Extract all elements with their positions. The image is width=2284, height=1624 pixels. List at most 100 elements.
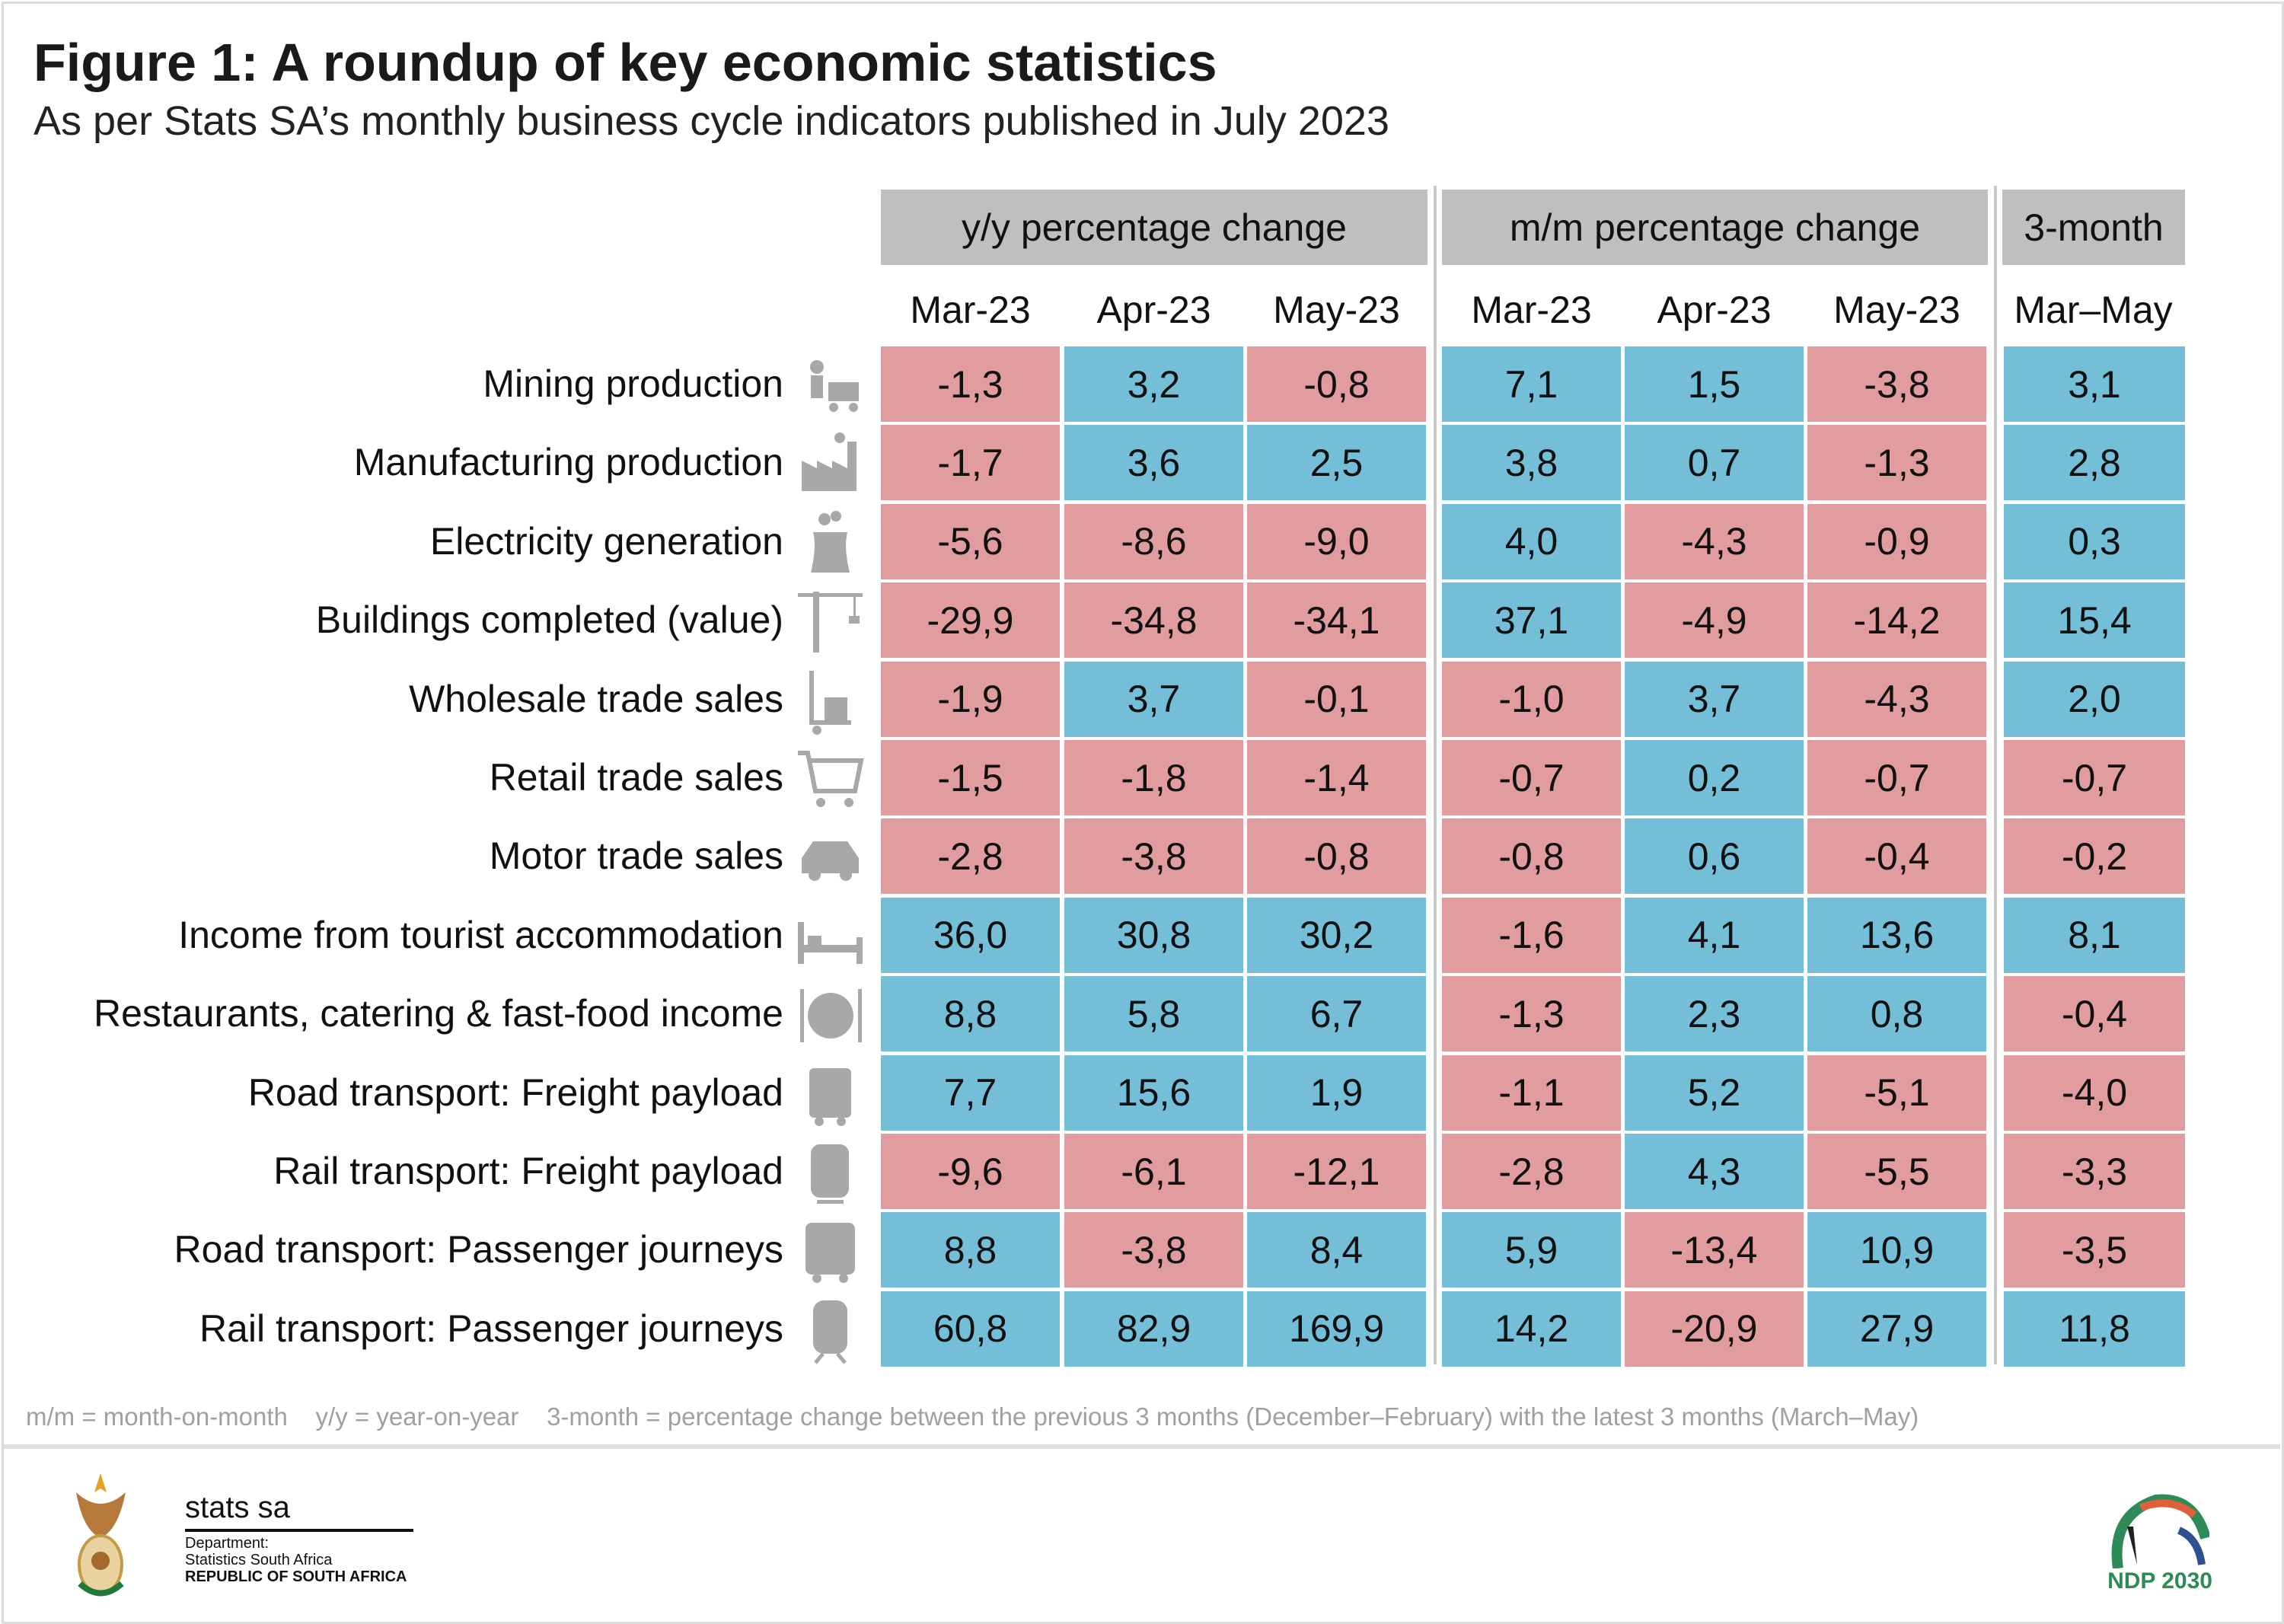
plate-cutlery-icon	[800, 989, 862, 1043]
value-cell: -4,0	[2004, 1054, 2185, 1131]
figure-subtitle: As per Stats SA’s monthly business cycle…	[33, 98, 1389, 144]
value-cell: 11,8	[2004, 1291, 2185, 1367]
value-cell: -0,8	[1442, 818, 1621, 895]
column-header-4: Apr-23	[1657, 289, 1772, 331]
row-label: Road transport: Passenger journeys	[174, 1228, 783, 1271]
value-cell: -1,9	[881, 661, 1060, 737]
dept-line: Statistics South Africa	[185, 1552, 333, 1568]
value-cell: -5,6	[881, 503, 1060, 579]
value-cell: -0,4	[1807, 818, 1986, 895]
value-cell: -0,7	[1442, 740, 1621, 815]
row-label: Electricity generation	[429, 519, 783, 563]
value-cell: -0,7	[1807, 740, 1986, 815]
value-cell: -1,3	[1807, 425, 1986, 501]
value-cell: -20,9	[1625, 1291, 1804, 1367]
value-cell: -14,2	[1807, 582, 1986, 659]
value-cell: 4,3	[1625, 1134, 1804, 1209]
figure-title: Figure 1: A roundup of key economic stat…	[33, 33, 1217, 92]
value-cell: -2,8	[1442, 1134, 1621, 1209]
hand-truck-icon	[809, 670, 851, 735]
row-label: Retail trade sales	[489, 756, 783, 799]
value-cell: -1,6	[1442, 897, 1621, 973]
truck-icon	[809, 1067, 851, 1126]
value-cell: -1,8	[1064, 740, 1243, 815]
value-cell: 8,1	[2004, 897, 2185, 973]
value-cell: 30,8	[1064, 897, 1243, 973]
value-cell: 15,4	[2004, 582, 2185, 659]
value-cell: 3,7	[1625, 661, 1804, 737]
value-cell: -4,3	[1625, 503, 1804, 579]
value-cell: -1,3	[881, 346, 1060, 422]
footer-divider	[4, 1444, 2280, 1449]
group-header-3month: 3-month	[2002, 190, 2185, 265]
stats-sa-brand: stats sa	[185, 1491, 290, 1524]
value-cell: 0,6	[1625, 818, 1804, 895]
value-cell: -1,7	[881, 425, 1060, 501]
value-cell: -9,0	[1247, 503, 1426, 579]
value-cell: 0,7	[1625, 425, 1804, 501]
value-cell: -4,9	[1625, 582, 1804, 659]
value-cell: 8,4	[1247, 1212, 1426, 1288]
dept-line: REPUBLIC OF SOUTH AFRICA	[185, 1568, 407, 1585]
ndp-logo-text: NDP 2030	[2107, 1568, 2212, 1594]
row-label: Rail transport: Passenger journeys	[199, 1307, 783, 1350]
column-header-5: May-23	[1833, 289, 1960, 331]
value-cell: 36,0	[881, 897, 1060, 973]
value-cell: 8,8	[881, 1212, 1060, 1288]
value-cell: -12,1	[1247, 1134, 1426, 1209]
value-cell: -34,1	[1247, 582, 1426, 659]
value-cell: -0,7	[2004, 740, 2185, 815]
dept-line: Department:	[185, 1535, 270, 1552]
value-cell: 6,7	[1247, 976, 1426, 1052]
value-cell: -34,8	[1064, 582, 1243, 659]
value-cell: 60,8	[881, 1291, 1060, 1367]
shopping-cart-icon	[798, 751, 864, 807]
department-text: Department: Statistics South Africa REPU…	[185, 1535, 407, 1585]
value-cell: 27,9	[1807, 1291, 1986, 1367]
value-cell: -3,8	[1807, 346, 1986, 422]
value-cell: 2,8	[2004, 425, 2185, 501]
group-divider	[1994, 186, 1997, 1364]
value-cell: 82,9	[1064, 1291, 1243, 1367]
value-cell: 0,3	[2004, 503, 2185, 579]
value-cell: -1,0	[1442, 661, 1621, 737]
factory-icon	[802, 432, 856, 492]
value-cell: 2,5	[1247, 425, 1426, 501]
value-cell: -29,9	[881, 582, 1060, 659]
crane-icon	[798, 592, 863, 653]
value-cell: 14,2	[1442, 1291, 1621, 1367]
value-cell: -0,2	[2004, 818, 2185, 895]
value-cell: 3,2	[1064, 346, 1243, 422]
row-label: Buildings completed (value)	[315, 598, 783, 642]
value-cell: -1,5	[881, 740, 1060, 815]
value-cell: 1,9	[1247, 1054, 1426, 1131]
row-label: Rail transport: Freight payload	[273, 1150, 783, 1192]
train-icon	[813, 1300, 847, 1364]
value-cell: 169,9	[1247, 1291, 1426, 1367]
group-divider	[1434, 186, 1437, 1364]
column-header-0: Mar-23	[910, 289, 1031, 331]
value-cell: 2,3	[1625, 976, 1804, 1052]
value-cell: -6,1	[1064, 1134, 1243, 1209]
value-cell: -5,1	[1807, 1054, 1986, 1131]
value-cell: -1,4	[1247, 740, 1426, 815]
group-header-mm: m/m percentage change	[1442, 190, 1988, 265]
locomotive-icon	[811, 1144, 849, 1204]
value-cell: -0,8	[1247, 346, 1426, 422]
row-label: Manufacturing production	[353, 441, 783, 484]
value-cell: 5,2	[1625, 1054, 1804, 1131]
value-cell: 3,8	[1442, 425, 1621, 501]
value-cell: 5,8	[1064, 976, 1243, 1052]
value-cell: 8,8	[881, 976, 1060, 1052]
value-cell: 4,0	[1442, 503, 1621, 579]
value-cell: -0,8	[1247, 818, 1426, 895]
value-cell: -1,1	[1442, 1054, 1621, 1131]
car-icon	[802, 841, 859, 882]
footnote: m/m = month-on-month y/y = year-on-year …	[26, 1402, 1919, 1431]
value-cell: 7,7	[881, 1054, 1060, 1131]
power-station-icon	[811, 510, 850, 573]
value-cell: -0,1	[1247, 661, 1426, 737]
value-cell: -3,5	[2004, 1212, 2185, 1288]
value-cell: -2,8	[881, 818, 1060, 895]
